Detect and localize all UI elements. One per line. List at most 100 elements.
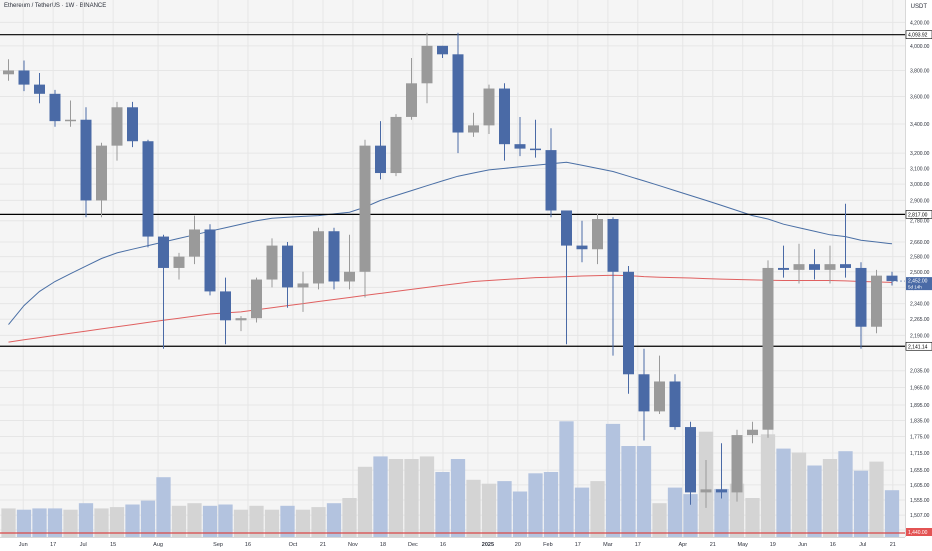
price-tick-label: 1,507.00: [910, 513, 930, 519]
time-tick-label: 16: [830, 542, 836, 548]
volume-bar: [528, 473, 543, 537]
price-tick-label: 2,500.00: [910, 270, 930, 276]
time-tick-label: 16: [440, 542, 446, 548]
last-price-label: 2,452.00: [908, 279, 928, 285]
volume-bar: [884, 490, 900, 537]
candle-body: [189, 229, 200, 257]
volume-bar: [280, 505, 295, 537]
time-tick-label: Nov: [348, 542, 358, 548]
volume-bar: [807, 465, 822, 537]
time-tick-label: 17: [575, 542, 581, 548]
volume-bar: [125, 504, 140, 537]
price-tick-label: 1,835.00: [910, 418, 930, 424]
volume-bar: [404, 459, 419, 537]
price-tick-label: 3,600.00: [910, 94, 930, 100]
volume-bar: [311, 507, 326, 537]
candle-body: [638, 374, 650, 412]
price-tick-label: 1,605.00: [910, 483, 930, 489]
volume-bar: [729, 483, 745, 537]
candle-body: [871, 275, 882, 327]
candle-body: [592, 219, 603, 250]
time-tick-label: 2025: [482, 542, 494, 548]
candle-body: [297, 283, 309, 288]
symbol-title: Ethereum / TetherUS · 1W · BINANCE: [4, 3, 107, 9]
candle-body: [344, 271, 355, 282]
price-tick-label: 2,580.00: [910, 255, 930, 261]
time-tick-label: Jul: [859, 542, 866, 548]
candle-body: [235, 318, 247, 321]
volume-bar: [869, 461, 884, 537]
volume-bar: [497, 481, 512, 537]
time-tick-label: 17: [635, 542, 641, 548]
candle-body: [514, 144, 526, 149]
level-price-label: 2,817.00: [908, 212, 928, 218]
time-scale[interactable]: [0, 537, 905, 551]
moving-average-red-line: [8, 274, 893, 343]
time-tick-label: 19: [770, 542, 776, 548]
candle-body: [731, 435, 743, 493]
volume-bar: [264, 509, 280, 537]
candle-body: [375, 145, 386, 174]
volume-bar: [140, 500, 156, 537]
price-tick-label: 3,000.00: [910, 182, 930, 188]
time-tick-label: 21: [890, 542, 896, 548]
price-tick-label: 3,800.00: [910, 68, 930, 74]
price-tick-label: 1,655.00: [910, 468, 930, 474]
volume-bar: [714, 488, 729, 537]
volume-bar: [543, 472, 559, 537]
price-tick-label: 2,660.00: [910, 240, 930, 246]
volume-bar: [249, 505, 264, 537]
candle-body: [65, 119, 76, 122]
candle-body: [111, 107, 123, 146]
level-price-label: 2,141.14: [908, 344, 928, 350]
candle-body: [576, 245, 588, 250]
volume-bar: [202, 505, 218, 537]
time-tick-label: Jun: [19, 542, 28, 548]
price-tick-label: 4,000.00: [910, 44, 930, 50]
volume-bar: [450, 459, 466, 537]
volume-bar: [621, 446, 636, 537]
volume-bar: [16, 509, 32, 537]
candle-body: [530, 148, 541, 151]
volume-bar: [559, 421, 574, 537]
volume-bar: [295, 509, 311, 537]
volume-bar: [481, 483, 497, 537]
candle-body: [545, 150, 557, 211]
candle-body: [886, 275, 898, 282]
candle-body: [313, 231, 324, 284]
candle-body: [654, 381, 665, 412]
candle-body: [328, 231, 340, 282]
last-price-badge: [906, 277, 932, 291]
volume-bar: [388, 459, 404, 537]
candle-body: [623, 271, 634, 375]
price-tick-label: 1,895.00: [910, 403, 930, 409]
time-tick-label: 17: [50, 542, 56, 548]
candle-body: [483, 88, 495, 126]
volume-bar: [466, 479, 481, 537]
time-tick-label: 21: [320, 542, 326, 548]
volume-bar: [822, 459, 838, 537]
volume-bar: [171, 505, 187, 537]
time-tick-label: May: [738, 542, 749, 548]
candle-body: [607, 219, 619, 272]
price-scale[interactable]: USDT: [905, 0, 932, 537]
time-tick-label: Jul: [80, 542, 87, 548]
volume-bar: [683, 494, 698, 537]
time-tick-label: Mar: [603, 542, 613, 548]
volume-bar: [838, 451, 853, 537]
candle-body: [266, 245, 278, 280]
volume-bar: [32, 508, 47, 537]
moving-average-blue-line: [8, 161, 893, 325]
candle-body: [452, 54, 464, 133]
candle-body: [809, 264, 820, 270]
volume-bar: [63, 509, 78, 537]
candle-body: [561, 210, 572, 246]
candle-body: [251, 279, 262, 319]
price-tick-label: 3,200.00: [910, 151, 930, 157]
time-tick-label: 15: [110, 542, 116, 548]
volume-bar: [636, 446, 652, 537]
volume-bar: [590, 481, 605, 537]
candle-body: [824, 264, 836, 270]
volume-bar: [853, 470, 869, 537]
